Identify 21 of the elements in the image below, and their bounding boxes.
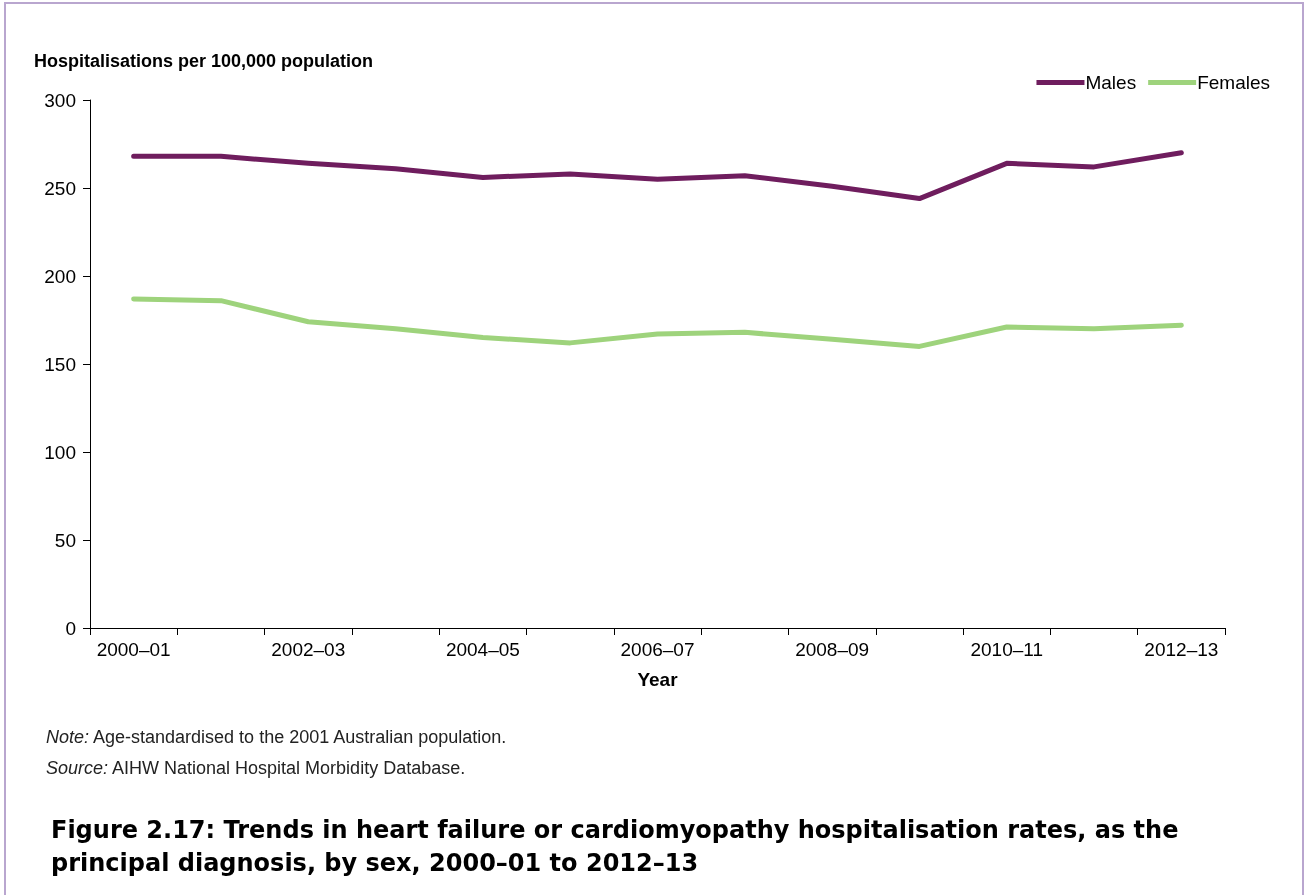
x-tick-label: 2000–01 xyxy=(96,639,171,660)
y-tick-label: 250 xyxy=(44,177,76,199)
y-tick-label: 300 xyxy=(44,89,76,111)
x-tick-label: 2012–13 xyxy=(1144,639,1219,660)
x-tick-label: 2006–07 xyxy=(620,639,695,660)
x-axis-title: Year xyxy=(637,669,679,690)
y-tick-label: 100 xyxy=(44,441,76,463)
x-tick-label: 2002–03 xyxy=(271,639,346,660)
x-tick-label: 2004–05 xyxy=(445,639,520,660)
y-tick-label: 150 xyxy=(44,353,76,375)
source-note: Source: AIHW National Hospital Morbidity Database. xyxy=(46,758,466,778)
y-tick-label: 200 xyxy=(44,265,76,287)
x-tick-label: 2010–11 xyxy=(970,639,1044,660)
text: Note: Age-standardised to the 2001 Australian population. xyxy=(46,727,507,747)
y-tick-label: 50 xyxy=(54,529,76,551)
y-axis-title: Hospitalisations per 100,000 population xyxy=(34,51,374,71)
y-tick-label: 0 xyxy=(65,617,76,639)
x-tick-label: 2008–09 xyxy=(795,639,870,660)
legend-label: Males xyxy=(1085,72,1137,93)
text: Figure 2.17: Trends in heart failure or cardiomyopathy hospitalisation rates, as the principal diagnosis, by sex, 2000–01 to 2012–13 xyxy=(51,815,1187,877)
legend-label: Females xyxy=(1197,72,1270,93)
